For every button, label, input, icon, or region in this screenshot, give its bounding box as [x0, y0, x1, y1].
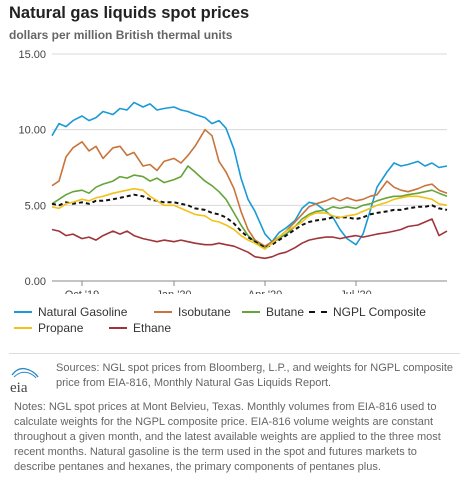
legend-swatch: [242, 311, 260, 313]
y-tick-label: 10.00: [18, 125, 46, 137]
x-tick-label: Apr '20: [248, 289, 283, 294]
chart-title: Natural gas liquids spot prices: [9, 4, 250, 22]
chart-subtitle: dollars per million British thermal unit…: [9, 28, 233, 42]
legend-label: Butane: [266, 305, 305, 319]
eia-logo-text: eia: [10, 380, 28, 396]
y-tick-label: 15.00: [18, 49, 46, 61]
legend-swatch: [309, 311, 327, 313]
sources-text: Sources: NGL spot prices from Bloomberg,…: [56, 362, 453, 389]
legend-label: Isobutane: [178, 305, 231, 319]
legend-item-natural-gasoline: Natural Gasoline: [14, 305, 127, 319]
series-lines: [51, 101, 448, 260]
x-tick-label: Oct '19: [65, 289, 100, 294]
series-line-isobutane: [51, 128, 448, 247]
y-tick-label: 5.00: [25, 200, 46, 212]
legend-swatch: [14, 311, 32, 313]
legend-label: NGPL Composite: [333, 305, 426, 319]
y-tick-label: 0.00: [25, 276, 46, 288]
legend-swatch: [154, 311, 172, 313]
legend-item-ethane: Ethane: [109, 321, 171, 335]
series-line-propane: [51, 187, 448, 250]
eia-logo: eia: [10, 367, 39, 396]
legend-label: Ethane: [133, 321, 172, 335]
legend-item-ngpl-composite: NGPL Composite: [309, 305, 426, 319]
x-axis-tick-labels: Oct '19 Jan '20 Apr '20 Jul '20: [65, 289, 372, 294]
legend-label: Propane: [38, 321, 84, 335]
legend-swatch: [109, 327, 127, 329]
legend-item-propane: Propane: [14, 321, 83, 335]
series-line-ngpl-composite: [51, 193, 448, 249]
gridlines: [52, 53, 447, 286]
x-tick-label: Jul '20: [340, 289, 371, 294]
legend-swatch: [14, 327, 32, 329]
divider: [9, 353, 460, 354]
legend-item-isobutane: Isobutane: [154, 305, 231, 319]
x-tick-label: Jan '20: [156, 289, 191, 294]
series-line-natural-gasoline: [51, 101, 448, 246]
legend-label: Natural Gasoline: [38, 305, 128, 319]
legend-item-butane: Butane: [242, 305, 304, 319]
series-line-ethane: [51, 218, 448, 260]
y-axis-tick-labels: 0.00 5.00 10.00 15.00: [18, 49, 46, 288]
series-line-butane: [51, 165, 448, 249]
notes-text: Notes: NGL spot prices at Mont Belvieu, …: [14, 401, 441, 473]
line-chart: 0.00 5.00 10.00 15.00 Oct '19 Jan '20 Apr '20…: [18, 49, 448, 294]
